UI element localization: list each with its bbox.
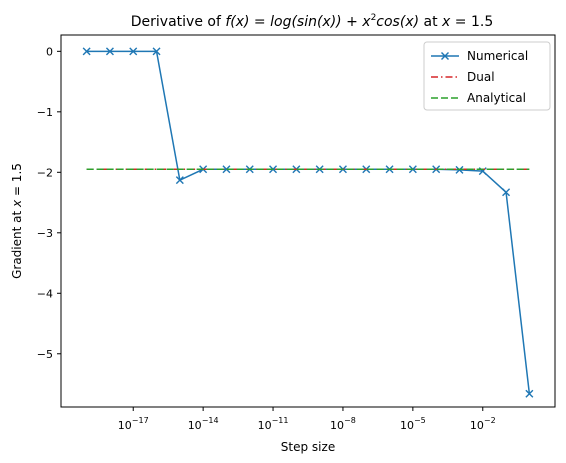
data-point-numerical <box>105 47 114 56</box>
x-tick-label: 10−17 <box>118 416 149 432</box>
data-point-numerical <box>152 47 161 56</box>
y-tick-label: −4 <box>37 287 53 300</box>
data-point-numerical <box>502 188 511 197</box>
chart-title: Derivative of f(x) = log(sin(x)) + x2cos… <box>131 13 493 30</box>
x-tick-label: 10−2 <box>470 416 496 432</box>
x-axis-label: Step size <box>281 440 335 454</box>
legend-box <box>423 41 551 111</box>
data-point-numerical <box>175 176 184 185</box>
y-tick-label: −3 <box>37 227 53 240</box>
legend-label-numerical: Numerical <box>467 49 528 63</box>
y-tick-label: −1 <box>37 106 53 119</box>
plot-area <box>82 47 534 398</box>
x-tick-label: 10−8 <box>330 416 356 432</box>
y-tick-label: 0 <box>46 45 53 58</box>
x-tick-label: 10−14 <box>188 416 219 432</box>
data-point-numerical <box>525 389 534 398</box>
legend-label-dual: Dual <box>467 70 495 84</box>
y-axis-label: Gradient at x = 1.5 <box>10 163 24 279</box>
legend-label-analytical: Analytical <box>467 91 526 105</box>
y-tick-label: −5 <box>37 348 53 361</box>
x-tick-label: 10−5 <box>400 416 426 432</box>
x-axis: 10−17 10−14 10−11 10−8 10−5 10−2 <box>118 407 496 432</box>
x-tick-label: 10−11 <box>258 416 289 432</box>
data-point-numerical <box>129 47 138 56</box>
legend: Numerical Dual Analytical <box>423 41 551 111</box>
y-tick-label: −2 <box>37 166 53 179</box>
plot-frame <box>60 34 556 408</box>
data-point-numerical <box>82 47 91 56</box>
y-axis: 0 −1 −2 −3 −4 −5 <box>37 45 61 361</box>
data-point-numerical <box>222 165 231 174</box>
